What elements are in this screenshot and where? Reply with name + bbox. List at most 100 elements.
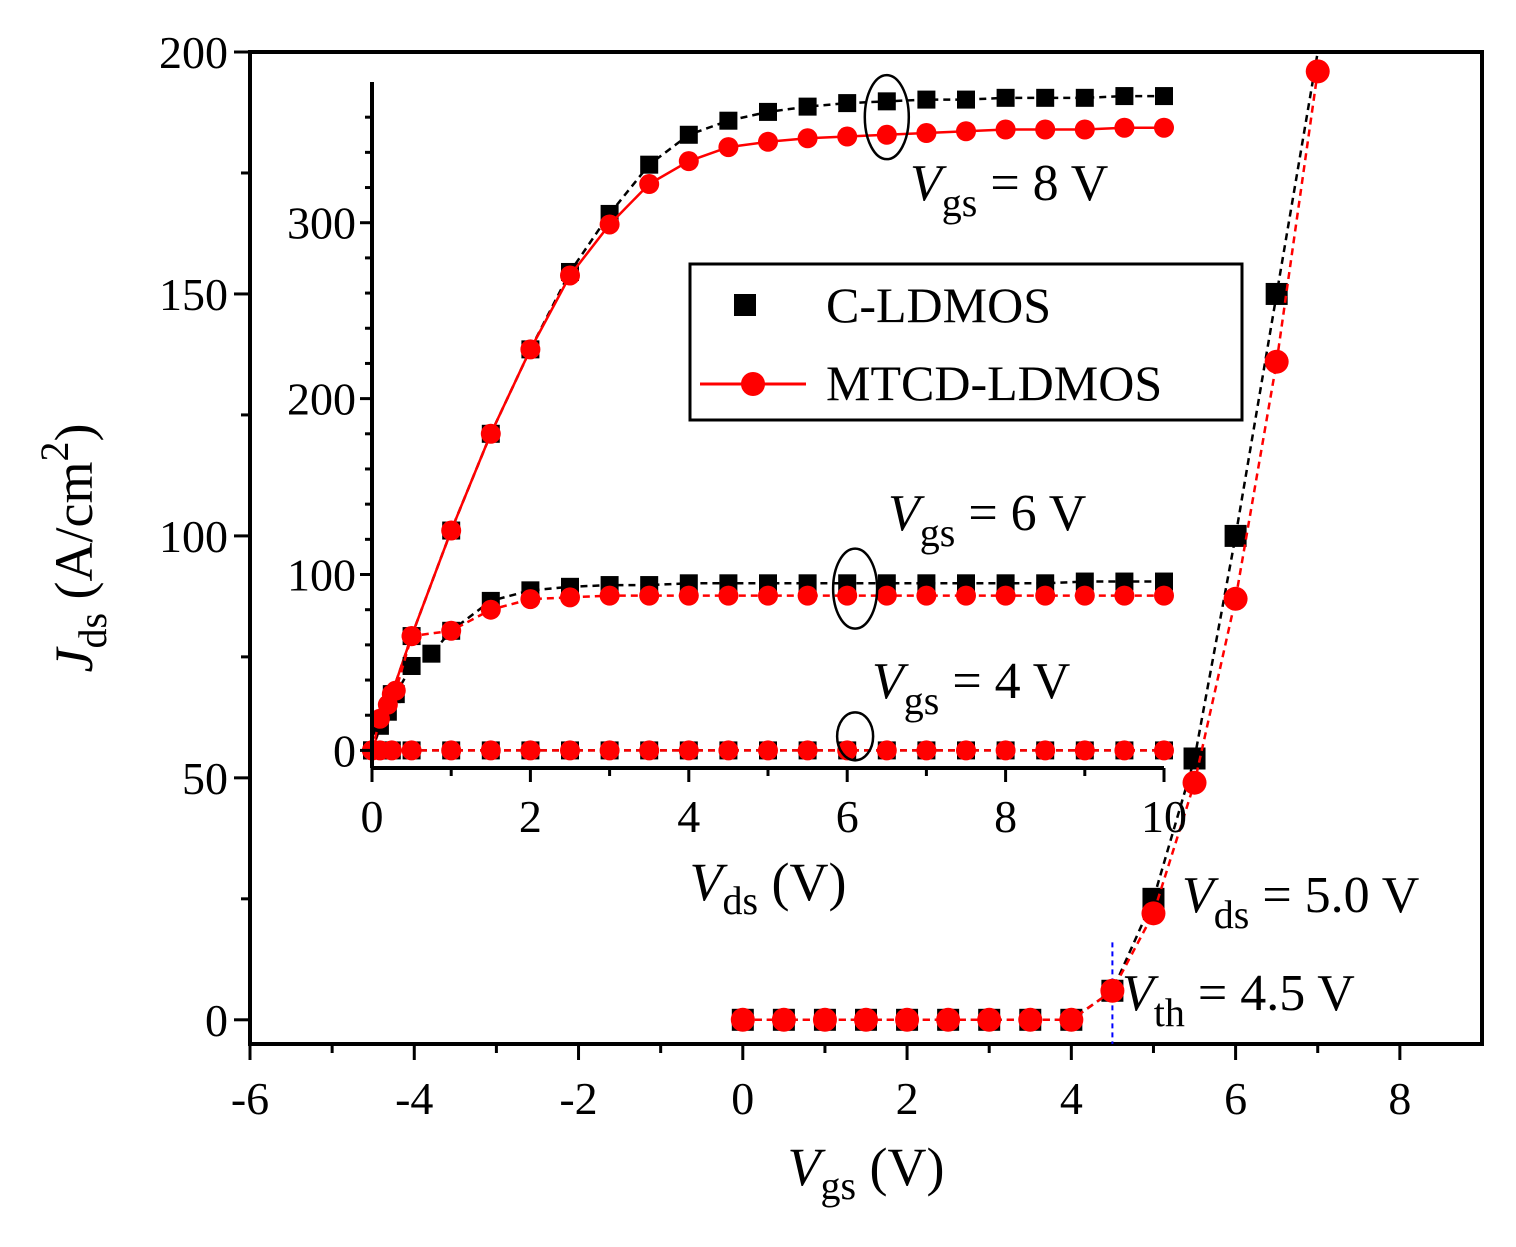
data-point-circle: [837, 740, 858, 761]
data-point-square: [957, 90, 975, 109]
data-point-circle: [876, 124, 897, 145]
data-point-square: [1075, 572, 1094, 591]
data-point-circle: [599, 740, 620, 761]
group-ellipse: [863, 73, 911, 161]
data-point-circle: [560, 265, 580, 286]
data-point-square: [838, 94, 857, 113]
data-point-circle: [639, 174, 660, 195]
data-point-circle: [1059, 1007, 1084, 1032]
inset-x-tick-label: 8: [994, 791, 1017, 842]
data-point-circle: [1074, 740, 1095, 761]
data-point-circle: [1114, 585, 1135, 606]
series-line: [370, 126, 1164, 751]
data-point-circle: [1154, 585, 1174, 606]
data-point-circle: [837, 126, 858, 147]
y-tick-label: 50: [182, 753, 228, 804]
data-point-circle: [956, 740, 976, 761]
data-point-circle: [876, 740, 897, 761]
data-point-circle: [1035, 740, 1056, 761]
legend-marker-square: [734, 294, 756, 316]
y-tick-label: 100: [159, 511, 228, 562]
data-point-circle: [916, 740, 937, 761]
data-point-circle: [995, 119, 1016, 140]
inset-background: [372, 82, 1172, 768]
data-point-circle: [1035, 585, 1056, 606]
inset-series: [362, 87, 1174, 761]
x-tick-label: -6: [231, 1073, 269, 1124]
data-point-circle: [1141, 901, 1166, 926]
data-point-circle: [797, 585, 818, 606]
data-point-square: [1155, 572, 1173, 591]
data-point-circle: [520, 339, 541, 360]
data-point-square: [877, 92, 896, 111]
data-point-circle: [678, 585, 699, 606]
annotation-vth-4-5v: Vth = 4.5 V: [1122, 965, 1355, 1035]
main-series: [730, 51, 1330, 1044]
data-point-circle: [718, 740, 739, 761]
inset-y-tick-label: 0: [333, 725, 356, 776]
inset-x-axis-label: Vds (V): [689, 852, 846, 923]
data-point-circle: [995, 740, 1016, 761]
data-point-circle: [381, 740, 402, 761]
data-point-circle: [678, 151, 699, 172]
data-point-circle: [1074, 119, 1095, 140]
data-point-square: [1075, 88, 1094, 107]
data-point-circle: [956, 121, 976, 142]
x-tick-label: 6: [1224, 1073, 1247, 1124]
data-point-circle: [1182, 770, 1207, 795]
data-point-square: [1224, 524, 1247, 547]
data-point-circle: [1305, 59, 1330, 84]
data-point-circle: [758, 131, 778, 152]
data-point-circle: [854, 1007, 878, 1032]
data-point-circle: [639, 585, 660, 606]
data-point-circle: [441, 740, 462, 761]
data-point-square: [1183, 747, 1206, 770]
data-point-circle: [916, 123, 937, 144]
data-point-circle: [1114, 117, 1135, 138]
data-point-square: [679, 125, 698, 144]
data-point-circle: [441, 620, 462, 641]
data-point-circle: [639, 740, 660, 761]
data-point-circle: [936, 1007, 961, 1032]
data-point-circle: [730, 1007, 755, 1032]
x-tick-label: 8: [1388, 1073, 1411, 1124]
annotation-vgs-8v: Vgs = 8 V: [910, 155, 1108, 225]
inset-y-tick-label: 100: [287, 550, 356, 601]
data-point-circle: [401, 626, 422, 647]
data-point-circle: [1035, 119, 1056, 140]
data-point-circle: [480, 423, 501, 444]
legend-label-c-ldmos: C-LDMOS: [826, 277, 1051, 333]
annotation-vgs-6v: Vgs = 6 V: [888, 485, 1086, 555]
data-point-circle: [441, 520, 462, 541]
data-point-circle: [718, 585, 739, 606]
data-point-circle: [1264, 349, 1289, 374]
data-point-circle: [977, 1007, 1002, 1032]
y-tick-label: 200: [159, 27, 228, 78]
data-point-circle: [520, 589, 541, 610]
group-ellipse: [835, 711, 875, 762]
inset-x-tick-label: 2: [519, 791, 542, 842]
data-point-circle: [560, 740, 580, 761]
annotation-vds-5v: Vds = 5.0 V: [1182, 867, 1419, 937]
data-point-circle: [771, 1007, 796, 1032]
legend: C-LDMOS MTCD-LDMOS: [688, 262, 1244, 422]
x-tick-label: 0: [731, 1073, 754, 1124]
legend-marker-circle: [741, 372, 765, 396]
data-point-circle: [599, 585, 620, 606]
inset-group-ellipses: [831, 73, 911, 762]
legend-label-mtcd-ldmos: MTCD-LDMOS: [826, 355, 1162, 411]
data-point-circle: [1074, 585, 1095, 606]
data-point-circle: [599, 214, 620, 235]
main-plot-frame: [248, 50, 1484, 1046]
data-point-circle: [1018, 1007, 1043, 1032]
data-point-circle: [758, 740, 778, 761]
inset-y-tick-label: 200: [287, 374, 356, 425]
data-point-circle: [837, 585, 858, 606]
data-point-circle: [385, 680, 406, 701]
data-point-circle: [797, 740, 818, 761]
x-tick-label: -2: [559, 1073, 597, 1124]
data-point-square: [1115, 572, 1134, 591]
data-point-circle: [718, 137, 739, 158]
